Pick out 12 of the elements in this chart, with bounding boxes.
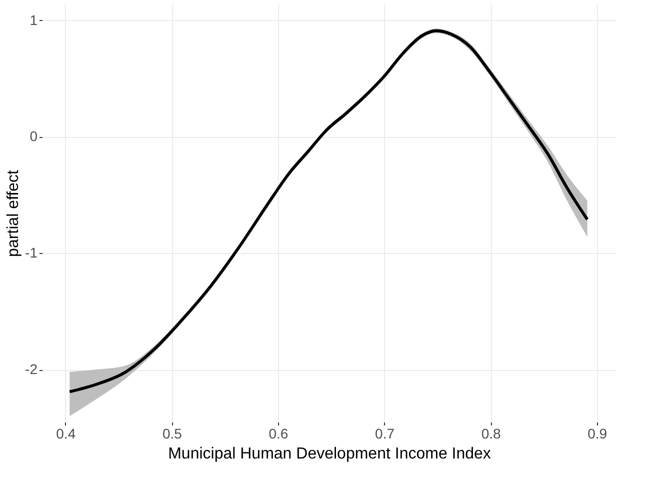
y-tick-label: 1 [30, 12, 38, 28]
x-axis-title: Municipal Human Development Income Index [168, 446, 491, 462]
x-tick-label: 0.8 [481, 426, 502, 442]
x-tick-label: 0.9 [588, 426, 608, 442]
y-tick-label: 0 [30, 128, 38, 144]
y-axis-title: partial effect [5, 170, 22, 257]
x-tick-label: 0.5 [162, 426, 182, 442]
x-tick-label: 0.6 [268, 426, 288, 442]
y-tick-label: -1 [25, 244, 38, 261]
x-tick-label: 0.7 [375, 426, 395, 442]
x-tick-label: 0.4 [56, 426, 76, 442]
y-tick-label: -2 [25, 361, 38, 378]
